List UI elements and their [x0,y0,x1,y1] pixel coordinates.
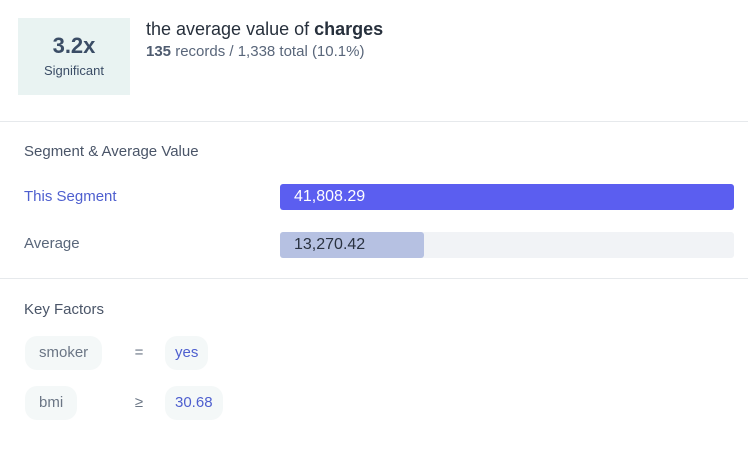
factor-value-bmi: 30.68 [165,386,223,420]
divider [0,278,748,279]
significance-badge: 3.2x Significant [18,18,130,95]
average-value: 13,270.42 [294,236,366,253]
record-total: records / 1,338 total (10.1%) [171,43,365,60]
lift-value: 3.2x [52,33,96,58]
insight-header: 3.2x Significant the average value of ch… [18,18,748,98]
factor-key-bmi: bmi [25,386,78,420]
segment-bar-track: 41,808.29 [280,184,734,210]
title-prefix: the average value of [146,19,315,39]
segment-value: 41,808.29 [294,188,366,205]
average-bar-track: 13,270.42 [280,232,734,258]
divider [0,121,748,122]
segment-label: This Segment [24,188,117,205]
factor-operator: ≥ [134,394,144,411]
record-count: 135 [146,43,172,60]
factor-value-smoker: yes [165,336,209,370]
significance-label: Significant [44,63,104,78]
insight-description: the average value of charges 135 records… [146,18,383,61]
key-factors-title: Key Factors [24,301,105,318]
factor-operator: = [134,344,144,361]
record-summary: 135 records / 1,338 total (10.1%) [146,43,383,61]
comparison-section-title: Segment & Average Value [24,143,199,160]
average-bar [280,232,424,258]
segment-bar [280,184,734,210]
insight-title: the average value of charges [146,18,383,40]
factor-key-smoker: smoker [25,336,103,370]
average-label: Average [24,235,80,252]
metric-name: charges [314,19,384,39]
